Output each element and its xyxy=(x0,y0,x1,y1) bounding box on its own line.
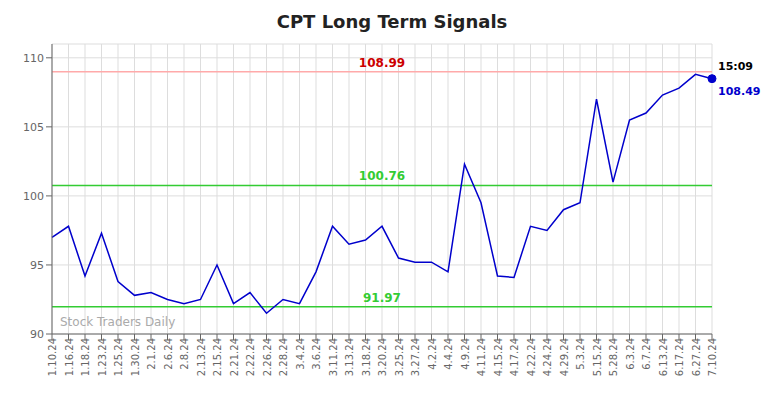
svg-text:4.15.24: 4.15.24 xyxy=(493,338,504,376)
svg-text:4.17.24: 4.17.24 xyxy=(509,338,520,376)
svg-text:6.17.24: 6.17.24 xyxy=(674,338,685,376)
svg-text:95: 95 xyxy=(30,259,44,272)
svg-text:15:09: 15:09 xyxy=(718,60,753,73)
svg-text:1.30.24: 1.30.24 xyxy=(130,338,141,376)
svg-text:2.28.24: 2.28.24 xyxy=(278,338,289,376)
svg-text:100: 100 xyxy=(23,190,44,203)
svg-text:4.22.24: 4.22.24 xyxy=(526,338,537,376)
svg-text:6.27.24: 6.27.24 xyxy=(691,338,702,376)
svg-text:2.21.24: 2.21.24 xyxy=(229,338,240,376)
svg-text:4.2.24: 4.2.24 xyxy=(427,338,438,370)
svg-text:1.25.24: 1.25.24 xyxy=(113,338,124,376)
svg-text:7.10.24: 7.10.24 xyxy=(707,338,718,376)
svg-text:108.99: 108.99 xyxy=(359,56,405,70)
svg-text:1.16.24: 1.16.24 xyxy=(64,338,75,376)
svg-text:91.97: 91.97 xyxy=(363,291,401,305)
svg-text:3.6.24: 3.6.24 xyxy=(311,338,322,370)
svg-text:1.18.24: 1.18.24 xyxy=(80,338,91,376)
svg-text:6.7.24: 6.7.24 xyxy=(641,338,652,370)
svg-text:100.76: 100.76 xyxy=(359,169,405,183)
svg-text:5.3.24: 5.3.24 xyxy=(575,338,586,370)
svg-text:4.29.24: 4.29.24 xyxy=(559,338,570,376)
svg-text:4.9.24: 4.9.24 xyxy=(460,338,471,370)
svg-text:6.13.24: 6.13.24 xyxy=(658,338,669,376)
svg-text:2.8.24: 2.8.24 xyxy=(179,338,190,370)
svg-text:3.20.24: 3.20.24 xyxy=(377,338,388,376)
svg-text:2.22.24: 2.22.24 xyxy=(245,338,256,376)
svg-text:3.13.24: 3.13.24 xyxy=(344,338,355,376)
svg-text:3.11.24: 3.11.24 xyxy=(328,338,339,376)
svg-text:1.10.24: 1.10.24 xyxy=(47,338,58,376)
svg-text:2.13.24: 2.13.24 xyxy=(196,338,207,376)
svg-text:Stock Traders Daily: Stock Traders Daily xyxy=(60,315,175,329)
svg-text:2.6.24: 2.6.24 xyxy=(163,338,174,370)
svg-text:4.4.24: 4.4.24 xyxy=(443,338,454,370)
html-text:CPT Long Term Signals: CPT Long Term Signals xyxy=(276,11,508,32)
svg-text:108.49: 108.49 xyxy=(718,85,760,98)
svg-text:90: 90 xyxy=(30,328,44,341)
svg-text:2.15.24: 2.15.24 xyxy=(212,338,223,376)
svg-text:1.23.24: 1.23.24 xyxy=(97,338,108,376)
svg-text:105: 105 xyxy=(23,121,44,134)
svg-text:4.24.24: 4.24.24 xyxy=(542,338,553,376)
svg-text:2.26.24: 2.26.24 xyxy=(262,338,273,376)
svg-text:4.11.24: 4.11.24 xyxy=(476,338,487,376)
svg-text:3.27.24: 3.27.24 xyxy=(410,338,421,376)
svg-text:110: 110 xyxy=(23,52,44,65)
svg-text:3.4.24: 3.4.24 xyxy=(295,338,306,370)
svg-text:6.3.24: 6.3.24 xyxy=(625,338,636,370)
svg-text:2.1.24: 2.1.24 xyxy=(146,338,157,370)
svg-text:3.18.24: 3.18.24 xyxy=(361,338,372,376)
svg-text:5.28.24: 5.28.24 xyxy=(608,338,619,376)
svg-text:3.25.24: 3.25.24 xyxy=(394,338,405,376)
svg-text:5.15.24: 5.15.24 xyxy=(592,338,603,376)
